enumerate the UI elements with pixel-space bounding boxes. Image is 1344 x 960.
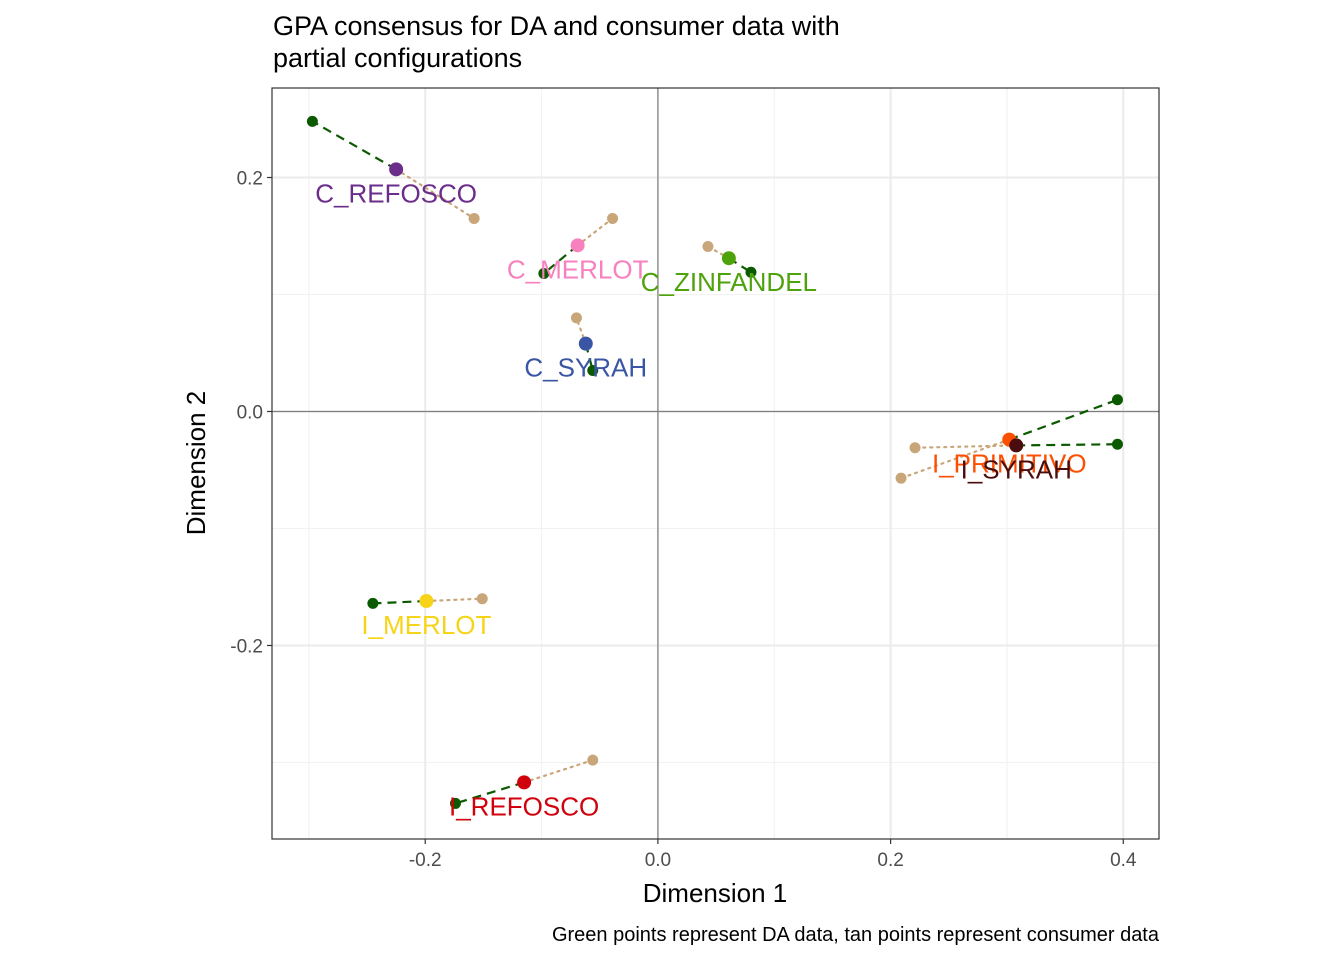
chart-title-line-2: partial configurations [273, 43, 522, 73]
consensus-point [570, 238, 585, 253]
y-axis-title: Dimension 2 [181, 391, 211, 536]
consensus-point [517, 775, 532, 790]
da-point [538, 267, 550, 279]
consensus-point [1009, 438, 1024, 453]
consumer-point [702, 241, 714, 253]
point-label: I_REFOSCO [449, 791, 599, 821]
consumer-segment [395, 168, 476, 220]
da-segment [1008, 398, 1118, 441]
point-label: C_MERLOT [507, 254, 649, 284]
consumer-segment [523, 759, 594, 784]
consumer-segment [899, 438, 1011, 480]
consumer-point [468, 212, 480, 224]
y-tick-label: 0.2 [237, 169, 263, 190]
consumer-point [587, 754, 599, 766]
consensus-point [721, 251, 736, 266]
y-tick-label: -0.2 [230, 636, 263, 657]
point-label: C_REFOSCO [315, 178, 477, 208]
da-segment [1016, 443, 1118, 447]
consumer-point [909, 442, 921, 454]
point-label: I_MERLOT [361, 610, 491, 640]
consensus-point [389, 162, 404, 177]
consumer-segment [576, 217, 614, 247]
x-axis-title: Dimension 1 [643, 878, 788, 908]
da-segment [455, 781, 525, 805]
da-segment [543, 244, 579, 275]
point-label: C_ZINFANDEL [641, 267, 817, 297]
chart-title-line-1: GPA consensus for DA and consumer data w… [273, 11, 840, 41]
da-point [1111, 438, 1123, 450]
point-label: C_SYRAH [524, 353, 647, 383]
consumer-segment [913, 444, 1018, 449]
plot-panel: -0.2 0.0 0.2 0.4 -0.2 0.0 0.2 C_REFOSCO C_MERLOT… [230, 87, 1160, 871]
x-tick-label: 0.0 [645, 850, 671, 871]
consumer-segment [425, 597, 484, 603]
consensus-point [419, 594, 434, 609]
x-tick-label: -0.2 [409, 850, 442, 871]
x-tick-label: 0.4 [1110, 850, 1137, 871]
consumer-point [607, 212, 619, 224]
consumer-point [476, 593, 488, 605]
da-point [306, 115, 318, 127]
plot-border [271, 87, 1160, 840]
point-label: I_PRIMITIVO [932, 449, 1087, 479]
y-tick-label: 0.0 [237, 402, 263, 423]
da-point [1111, 394, 1123, 406]
da-segment [311, 120, 397, 171]
da-point [367, 597, 379, 609]
da-segment [372, 599, 427, 605]
x-tick-label: 0.2 [877, 850, 903, 871]
da-point [587, 365, 599, 377]
plot-background [272, 88, 1159, 839]
point-label: I_SYRAH [961, 454, 1072, 484]
consumer-point [895, 472, 907, 484]
da-point [745, 266, 757, 278]
da-point [449, 797, 461, 809]
consumer-point [570, 312, 582, 324]
chart-caption: Green points represent DA data, tan poin… [552, 924, 1160, 946]
consensus-point [578, 336, 593, 351]
